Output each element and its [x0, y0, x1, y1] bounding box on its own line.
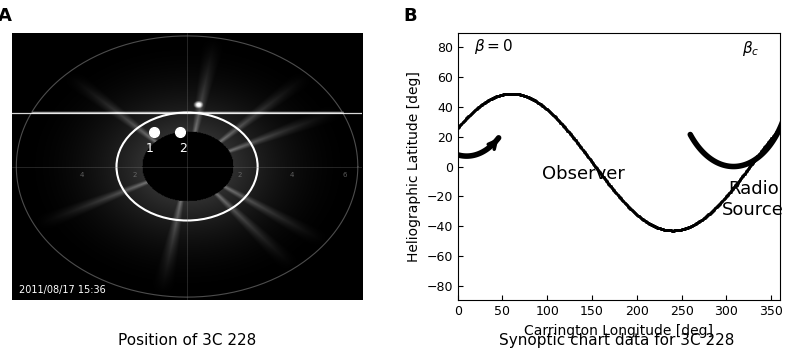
Text: 1: 1: [146, 142, 154, 155]
Text: 4: 4: [290, 172, 295, 178]
Text: 2: 2: [237, 172, 242, 178]
Y-axis label: Heliographic Latitude [deg]: Heliographic Latitude [deg]: [407, 71, 421, 262]
Text: B: B: [403, 7, 416, 25]
Text: Observer: Observer: [541, 165, 625, 183]
Text: $\beta = 0$: $\beta = 0$: [474, 37, 513, 56]
Text: 4: 4: [80, 172, 84, 178]
Text: 2011/08/17 15:36: 2011/08/17 15:36: [19, 285, 106, 295]
Text: Radio
Source: Radio Source: [722, 180, 784, 219]
Text: $\beta_c$: $\beta_c$: [743, 39, 760, 58]
Text: 2: 2: [132, 172, 137, 178]
X-axis label: Carrington Longitude [deg]: Carrington Longitude [deg]: [525, 324, 713, 338]
Text: A: A: [0, 7, 12, 25]
Text: 6: 6: [342, 172, 347, 178]
Text: 2: 2: [179, 142, 186, 155]
Text: Synoptic chart data for 3C 228: Synoptic chart data for 3C 228: [499, 333, 735, 348]
Text: Position of 3C 228: Position of 3C 228: [118, 333, 256, 348]
